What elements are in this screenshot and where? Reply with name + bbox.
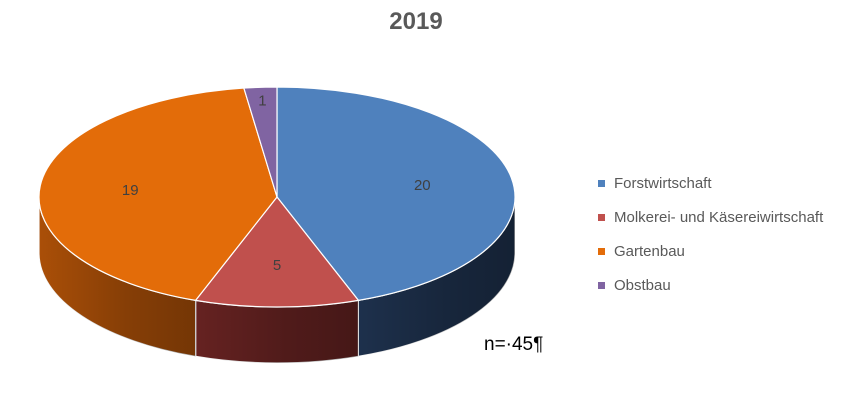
legend-swatch-gartenbau	[598, 247, 605, 255]
pie-side-shade-molkerei-und-k-sereiwirtschaft	[195, 300, 359, 363]
legend-item-obstbau: Obstbau	[598, 268, 823, 302]
pie-slice-gartenbau	[38, 87, 278, 302]
pie-slice-forstwirtschaft	[276, 86, 516, 302]
pie-slice-molkerei-und-k-sereiwirtschaft	[194, 196, 360, 308]
chart-title: 2019	[389, 8, 443, 35]
pie-side-shade-gartenbau	[39, 197, 196, 357]
legend-swatch-obstbau	[598, 281, 605, 289]
pie-side-shade-forstwirtschaft	[358, 197, 515, 357]
data-label-forstwirtschaft: 20	[414, 177, 431, 194]
legend-label-molkerei: Molkerei- und Käsereiwirtschaft	[614, 208, 824, 226]
data-label-gartenbau: 19	[122, 182, 139, 199]
sample-size-note: n=·45¶	[484, 334, 544, 355]
legend: Forstwirtschaft Molkerei- und Käsereiwir…	[598, 166, 823, 302]
legend-label-gartenbau: Gartenbau	[614, 242, 685, 260]
data-label-molkerei-und-k-sereiwirtschaft: 5	[273, 257, 281, 274]
legend-label-forstwirtschaft: Forstwirtschaft	[614, 174, 712, 192]
legend-swatch-molkerei	[598, 213, 605, 221]
legend-item-forstwirtschaft: Forstwirtschaft	[598, 166, 823, 200]
legend-item-gartenbau: Gartenbau	[598, 234, 823, 268]
legend-swatch-forstwirtschaft	[598, 179, 605, 187]
pie-slice-obstbau	[243, 86, 278, 198]
data-label-obstbau: 1	[258, 92, 266, 109]
legend-item-molkerei: Molkerei- und Käsereiwirtschaft	[598, 200, 823, 234]
legend-label-obstbau: Obstbau	[614, 276, 671, 294]
